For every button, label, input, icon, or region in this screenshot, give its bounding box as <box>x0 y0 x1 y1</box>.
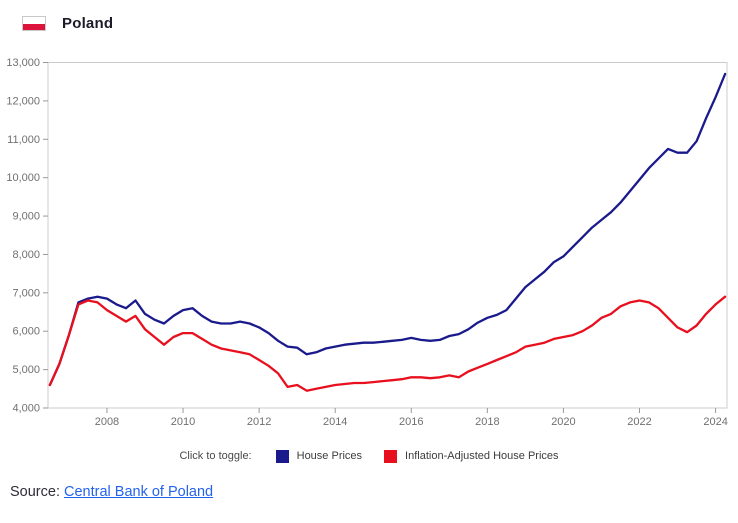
legend-item-house-prices[interactable]: House Prices <box>275 449 363 463</box>
plot-border <box>47 62 728 409</box>
y-tick-label: 8,000 <box>12 249 40 261</box>
x-tick-label: 2008 <box>95 416 119 428</box>
legend-label: House Prices <box>296 450 363 462</box>
x-tick-label: 2024 <box>703 416 727 428</box>
legend-item-inflation-adjusted[interactable]: Inflation-Adjusted House Prices <box>384 449 559 463</box>
line-chart: 4,000 5,000 6,000 7,000 8,000 9,000 10,000 11,0… <box>6 57 728 428</box>
y-tick-label: 13,000 <box>6 57 40 69</box>
y-tick-label: 6,000 <box>12 326 40 338</box>
x-tick-label: 2022 <box>627 416 651 428</box>
x-tick-label: 2012 <box>247 416 271 428</box>
y-tick-label: 4,000 <box>12 403 40 415</box>
legend-label: Inflation-Adjusted House Prices <box>405 450 559 462</box>
x-tick-label: 2014 <box>323 416 347 428</box>
y-tick-label: 9,000 <box>12 211 40 223</box>
chart-canvas: 4,000 5,000 6,000 7,000 8,000 9,000 10,000 11,0… <box>6 57 728 428</box>
poland-flag-icon <box>22 16 46 31</box>
page-title: Poland <box>62 15 114 32</box>
source-line: Source: Central Bank of Poland <box>10 484 213 500</box>
y-tick-label: 11,000 <box>7 134 40 146</box>
y-tick-label: 7,000 <box>12 287 40 299</box>
y-tick-label: 12,000 <box>6 95 40 107</box>
y-tick-label: 5,000 <box>12 364 40 376</box>
x-tick-label: 2018 <box>475 416 499 428</box>
house-prices-swatch-icon <box>275 449 289 463</box>
chart-header: Poland <box>22 15 113 32</box>
x-tick-label: 2020 <box>551 416 575 428</box>
house-prices-line <box>48 72 727 387</box>
inflation-adjusted-house-prices-line <box>48 295 727 392</box>
source-prefix: Source: <box>10 484 64 500</box>
legend-prompt: Click to toggle: <box>179 450 252 462</box>
y-tick-label: 10,000 <box>6 172 40 184</box>
chart-legend: Click to toggle: House Prices Inflation-… <box>0 446 738 466</box>
x-tick-label: 2010 <box>171 416 195 428</box>
inflation-adjusted-swatch-icon <box>384 449 398 463</box>
x-tick-label: 2016 <box>399 416 423 428</box>
source-link[interactable]: Central Bank of Poland <box>64 484 214 500</box>
